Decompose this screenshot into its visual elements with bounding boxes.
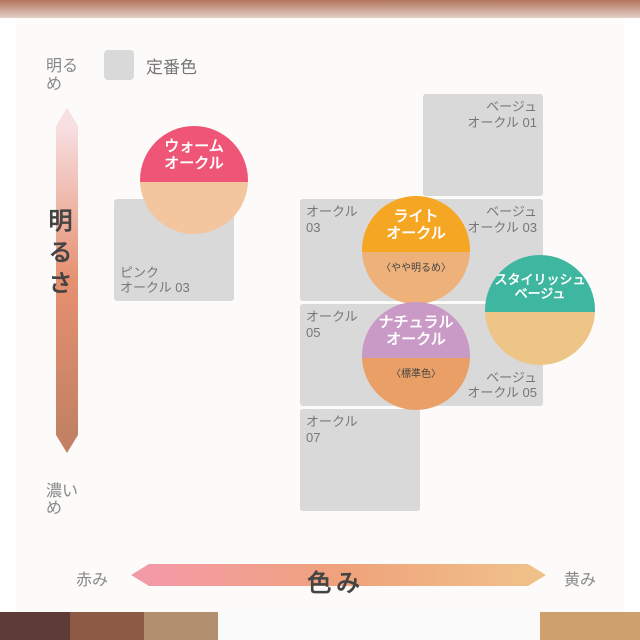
root: 定番色 明るめ 明るさ 濃いめ ピンクオークル 03 オークル03 オークル05 オー…	[0, 0, 640, 640]
cell-label: ベージュオークル 05	[467, 370, 537, 401]
cell-label: オークル03	[306, 204, 358, 235]
strip-piece	[540, 612, 640, 640]
axis-v-bot-label: 濃いめ	[46, 483, 106, 518]
bottom-strip	[0, 612, 640, 640]
strip-piece	[0, 612, 70, 640]
product-label: ウォームオークル	[140, 139, 248, 173]
axis-v-title: 明るさ	[40, 208, 75, 302]
product-label: ライトオークル	[362, 209, 470, 243]
top-strip	[0, 0, 640, 18]
cell-label: オークル05	[306, 309, 358, 340]
product-bottom-half	[485, 312, 595, 365]
axis-h-right-label: 黄み	[564, 566, 596, 590]
grid-cell: オークル07	[300, 409, 420, 511]
product-warm-ochre: ウォームオークル	[140, 126, 248, 234]
cell-label: オークル07	[306, 414, 358, 445]
product-label: ナチュラルオークル	[362, 315, 470, 349]
strip-piece	[70, 612, 144, 640]
product-light-ochre: ライトオークル〈やや明るめ〉	[362, 196, 470, 304]
product-natural-ochre: ナチュラルオークル〈標準色〉	[362, 302, 470, 410]
product-stylish-beige: スタイリッシュベージュ	[485, 255, 595, 365]
legend-swatch	[104, 50, 134, 80]
legend-label: 定番色	[146, 53, 197, 78]
cell-label: ピンクオークル 03	[120, 265, 190, 296]
product-sublabel: 〈やや明るめ〉	[362, 259, 470, 274]
grid-cell: ベージュオークル 01	[423, 94, 543, 196]
axis-brightness: 明るめ 明るさ 濃いめ	[36, 58, 106, 518]
product-label: スタイリッシュベージュ	[485, 273, 595, 302]
strip-piece	[144, 612, 218, 640]
axis-v-top-label: 明るめ	[46, 58, 106, 93]
product-sublabel: 〈標準色〉	[362, 365, 470, 380]
legend: 定番色	[104, 50, 197, 80]
axis-h-title: 色み	[76, 563, 596, 598]
axis-tone: 赤み 色み 黄み	[76, 554, 596, 604]
axis-v-arrow-top	[56, 108, 78, 126]
product-bottom-half	[140, 182, 248, 234]
axis-v-arrow-bot	[56, 435, 78, 453]
cell-label: ベージュオークル 03	[467, 204, 537, 235]
strip-piece	[218, 612, 540, 640]
chart-canvas: 定番色 明るめ 明るさ 濃いめ ピンクオークル 03 オークル03 オークル05 オー…	[16, 18, 624, 612]
cell-label: ベージュオークル 01	[467, 99, 537, 130]
